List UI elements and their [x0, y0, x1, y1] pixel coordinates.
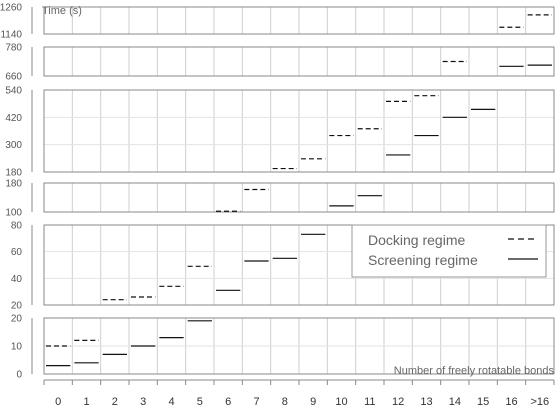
- y-tick-label: 1260: [0, 3, 22, 14]
- y-tick-label: 180: [5, 168, 22, 179]
- x-tick-label: 14: [449, 396, 461, 408]
- legend-label-screening: Screening regime: [368, 252, 478, 268]
- y-tick-label: 80: [11, 221, 23, 232]
- y-tick-label: 780: [5, 43, 22, 54]
- y-axis-label: Time (s): [42, 5, 82, 17]
- y-tick-label: 420: [5, 113, 22, 124]
- x-tick-label: 0: [55, 396, 61, 408]
- y-tick-label: 60: [11, 247, 23, 258]
- legend-box: [351, 224, 547, 278]
- tick-layer: 1260114078066054042030018018010080604020…: [0, 3, 555, 408]
- x-tick-label: 4: [168, 396, 174, 408]
- x-tick-label: 8: [282, 396, 288, 408]
- legend-label-docking: Docking regime: [368, 232, 465, 248]
- data-layer: [46, 14, 552, 367]
- y-tick-label: 660: [5, 72, 22, 83]
- panel-frame: [43, 317, 555, 375]
- panel-frame: [43, 89, 555, 173]
- y-tick-label: 0: [16, 370, 22, 381]
- legend: Docking regime Screening regime: [351, 224, 547, 278]
- y-tick-label: 540: [5, 86, 22, 97]
- x-tick-label: 2: [112, 396, 118, 408]
- x-tick-label: 13: [420, 396, 432, 408]
- y-tick-label: 40: [11, 274, 23, 285]
- y-tick-label: 300: [5, 140, 22, 151]
- x-tick-label: 3: [140, 396, 146, 408]
- grid-layer: [31, 6, 555, 375]
- x-tick-label: 6: [225, 396, 231, 408]
- x-tick-label: 5: [197, 396, 203, 408]
- panel-frame: [43, 6, 555, 35]
- x-tick-label: 15: [477, 396, 489, 408]
- x-tick-label: 1: [83, 396, 89, 408]
- x-tick-label: 10: [335, 396, 347, 408]
- x-axis-label: Number of freely rotatable bonds: [394, 365, 555, 377]
- y-tick-label: 10: [11, 342, 23, 353]
- y-tick-label: 1140: [0, 30, 22, 41]
- y-tick-label: 20: [11, 314, 23, 325]
- panel-frame: [43, 182, 555, 213]
- x-tick-label: 7: [253, 396, 259, 408]
- panel-frame: [43, 224, 555, 306]
- y-tick-label: 180: [5, 179, 22, 190]
- x-tick-label: >16: [530, 396, 549, 408]
- x-tick-label: 9: [310, 396, 316, 408]
- panel-frame: [43, 46, 555, 77]
- x-tick-label: 16: [505, 396, 517, 408]
- x-tick-label: 11: [364, 396, 375, 408]
- y-tick-label: 20: [11, 301, 23, 312]
- x-tick-label: 12: [392, 396, 404, 408]
- y-tick-label: 100: [5, 208, 22, 219]
